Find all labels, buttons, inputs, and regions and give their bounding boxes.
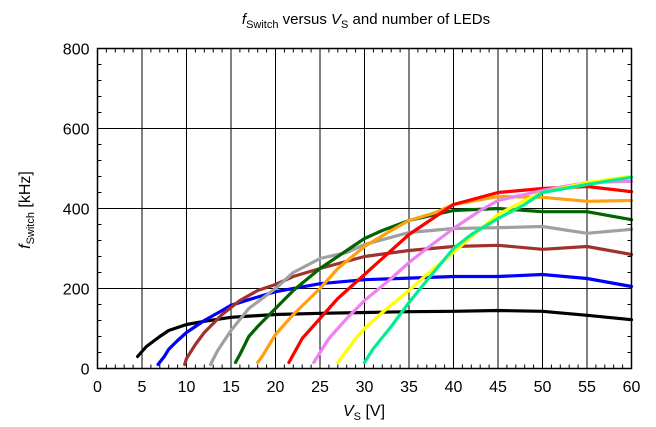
y-tick-label: 800 [63, 42, 90, 59]
title-v: V [331, 11, 343, 28]
y-tick-label: 200 [63, 282, 90, 299]
title-v-sub: S [341, 19, 348, 31]
x-tick-label: 35 [400, 379, 418, 396]
series-line-8 [312, 179, 634, 365]
x-tick-label: 45 [489, 379, 507, 396]
x-tick-label: 15 [222, 379, 240, 396]
series-line-2 [156, 272, 634, 367]
title-f: f [242, 11, 248, 28]
title-mid: versus [278, 11, 331, 28]
y-tick-label: 600 [63, 122, 90, 139]
x-tick-label: 60 [623, 379, 641, 396]
xlabel-var: V [343, 403, 355, 420]
series-line-7 [287, 184, 634, 365]
xlabel-sub: S [354, 411, 361, 423]
grid-lines [97, 48, 632, 369]
x-tick-label: 40 [445, 379, 463, 396]
ylabel-sub: Switch [25, 212, 37, 244]
series-line-3 [183, 243, 634, 367]
series-layer [136, 174, 634, 367]
y-tick-label: 400 [63, 202, 90, 219]
title-f-sub: Switch [246, 19, 278, 31]
x-tick-label: 10 [178, 379, 196, 396]
x-tick-label: 50 [534, 379, 552, 396]
chart-title: fSwitch versus VS and number of LEDs [242, 11, 490, 31]
y-tick-labels: 0 200 400 600 800 [63, 42, 90, 379]
x-axis-label: VS [V] [343, 403, 385, 423]
y-tick-label: 0 [81, 362, 90, 379]
ylabel-unit: [kHz] [17, 171, 34, 212]
x-tick-label: 20 [267, 379, 285, 396]
x-tick-labels: 0 5 10 15 20 25 30 35 40 45 50 55 60 [93, 379, 640, 396]
series-line-5 [233, 206, 634, 365]
title-rest: and number of LEDs [348, 11, 490, 28]
series-line-4 [208, 224, 634, 367]
x-tick-label: 25 [311, 379, 329, 396]
x-tick-label: 30 [356, 379, 374, 396]
series-line-6 [256, 194, 634, 365]
y-axis-label: fSwitch [kHz] [17, 171, 37, 249]
series-line-10 [362, 175, 634, 365]
xlabel-unit: [V] [361, 403, 385, 420]
x-tick-label: 5 [138, 379, 147, 396]
x-tick-label: 0 [93, 379, 102, 396]
series-line-1 [136, 308, 634, 359]
ylabel-var: f [17, 243, 34, 249]
plot-frame [96, 47, 633, 370]
x-tick-label: 55 [578, 379, 596, 396]
